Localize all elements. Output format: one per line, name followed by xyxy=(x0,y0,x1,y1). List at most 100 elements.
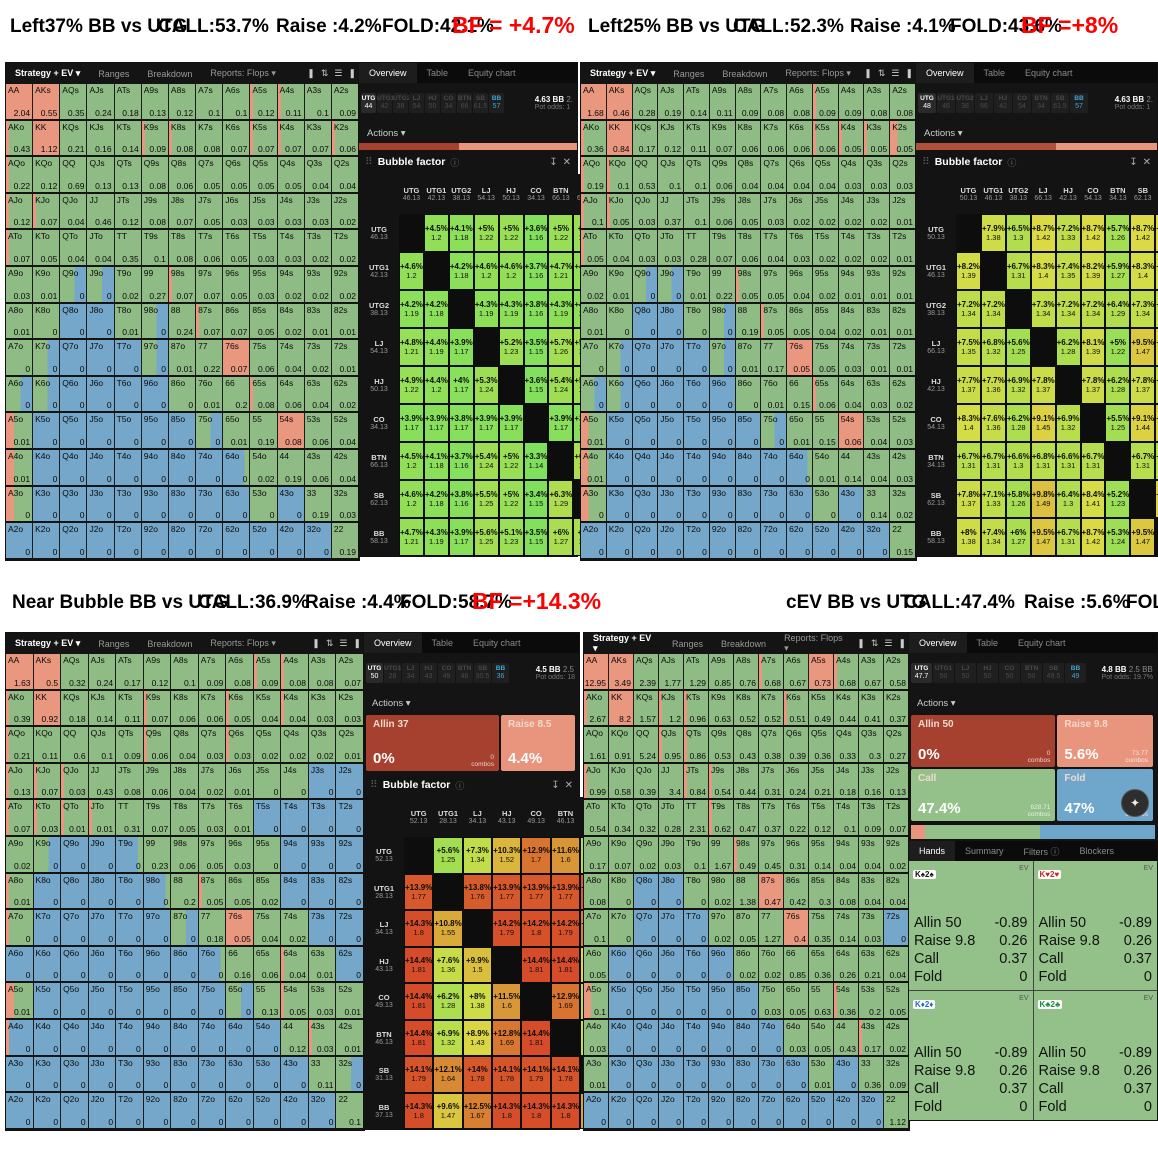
hand-cell[interactable]: 54s 0.36 xyxy=(834,983,859,1020)
hand-cell[interactable]: 32s 0.02 xyxy=(890,486,916,524)
hand-cell[interactable]: T4s 0 xyxy=(281,800,309,837)
hand-cell[interactable]: A8s 0.09 xyxy=(735,84,762,121)
hand-cell[interactable]: 74o 0 xyxy=(196,449,224,487)
hand-cell[interactable]: 92s 0.01 xyxy=(890,266,916,304)
hand-cell[interactable]: JJ 3.4 xyxy=(659,763,684,801)
hand-cell[interactable]: T8s 0.05 xyxy=(171,800,199,837)
toolbar-item[interactable]: Strategy + EV ▾ xyxy=(590,68,656,78)
hand-cell[interactable]: A4o 0.03 xyxy=(584,1019,609,1057)
hand-cell[interactable]: A2s 0.07 xyxy=(336,654,364,691)
hand-cell[interactable]: 64o 0.03 xyxy=(784,1019,809,1057)
position-chip-bb[interactable]: BB 57 xyxy=(1070,93,1088,113)
hand-cell[interactable]: 77 0.18 xyxy=(198,910,227,947)
hand-cell[interactable]: AA 1.63 xyxy=(6,654,34,691)
hand-cell[interactable]: 32s 0.03 xyxy=(331,486,359,524)
hand-cell[interactable]: Q9o 0 xyxy=(61,836,89,874)
hand-cell[interactable]: 97s 0.05 xyxy=(198,836,227,874)
hand-cell[interactable]: T6o 0 xyxy=(684,946,709,984)
hand-cell[interactable]: 85o 0 xyxy=(734,983,759,1020)
toolbar-icon[interactable]: ❚ xyxy=(307,68,315,78)
hand-cell[interactable]: 44 0.12 xyxy=(281,1019,309,1057)
hand-cell[interactable]: TT 0.28 xyxy=(684,230,710,267)
toolbar-item[interactable]: Ranges xyxy=(98,638,130,649)
hand-cell[interactable]: T7o 0 xyxy=(684,340,710,377)
hand-cell[interactable]: K8o 0 xyxy=(606,303,633,341)
hand-cell[interactable]: Q7s 0.03 xyxy=(198,727,227,764)
hand-cell[interactable]: 93s 0 xyxy=(308,836,337,874)
hand-cell[interactable]: K4o 0 xyxy=(33,1019,62,1057)
close-icon[interactable]: ✕ xyxy=(1142,156,1151,168)
hand-cell[interactable]: QQ 5.24 xyxy=(634,727,659,764)
hand-cell[interactable]: ATo 0.07 xyxy=(6,230,34,267)
hand-cell[interactable]: J5o 0 xyxy=(87,413,115,450)
hand-cell[interactable]: J9s 0.06 xyxy=(143,763,172,801)
hand-cell[interactable]: 55 0.63 xyxy=(809,983,834,1020)
hand-cell[interactable]: 76s 0.05 xyxy=(787,340,813,377)
hand-cell[interactable]: 62s 0 xyxy=(336,946,364,984)
hand-cell[interactable]: 42o 0 xyxy=(834,1093,859,1130)
hand-cell[interactable]: ATs 0.17 xyxy=(116,654,144,691)
hand-cell[interactable]: QJs 0.1 xyxy=(88,727,117,764)
position-chip-utg1[interactable]: UTG1 28 xyxy=(384,663,401,683)
hand-cell[interactable]: K2s 0.06 xyxy=(331,120,359,158)
hand-cell[interactable]: 62o 0 xyxy=(787,523,813,560)
hand-cell[interactable]: A5s 0.12 xyxy=(250,84,278,121)
hand-cell[interactable]: K3s 0.05 xyxy=(864,120,891,158)
hand-cell[interactable]: A7o 0 xyxy=(581,340,607,377)
hand-cell[interactable]: 76o 0.01 xyxy=(761,376,788,414)
hand-cell[interactable]: T8o 0 xyxy=(116,873,144,911)
position-chip-lj[interactable]: LJ 50 xyxy=(955,663,976,683)
position-chip-hj[interactable]: HJ 43 xyxy=(420,663,437,683)
hand-cell[interactable]: 96s 0.31 xyxy=(784,836,809,874)
hand-cell[interactable]: JTo 0.04 xyxy=(87,230,115,267)
hand-cell[interactable]: 72o 0 xyxy=(198,1093,227,1130)
hand-cell[interactable]: 96o 0 xyxy=(141,376,169,414)
hand-cell[interactable]: KQo 0.91 xyxy=(609,727,634,764)
hand-cell[interactable]: T2s 0.02 xyxy=(331,230,359,267)
hand-cell[interactable]: T6o 0 xyxy=(684,376,710,414)
hand-cell[interactable]: J7o 0 xyxy=(88,910,117,947)
hand-cell[interactable]: A6o 0 xyxy=(581,376,607,414)
assistant-sparkle-button[interactable]: ✦ xyxy=(1121,789,1149,817)
hand-cell[interactable]: KTs 0.11 xyxy=(116,690,144,728)
hand-cell[interactable]: 53s 0.03 xyxy=(308,983,337,1020)
hand-cell[interactable]: 72s 0.01 xyxy=(331,340,359,377)
hand-cell[interactable]: J9s 0.06 xyxy=(709,193,736,231)
hand-cell[interactable]: 74s 0.04 xyxy=(277,340,305,377)
hand-cell[interactable]: A7o 0 xyxy=(6,910,34,947)
hand-cell[interactable]: T8o 0 xyxy=(684,873,709,911)
hand-cell[interactable]: J8s 0.07 xyxy=(168,193,197,231)
hand-cell[interactable]: K5s 0.07 xyxy=(250,120,278,158)
hand-cell[interactable]: Q3o 0 xyxy=(60,486,88,524)
hand-cell[interactable]: A2o 0 xyxy=(6,523,34,560)
hand-cell[interactable]: A8o 0.01 xyxy=(581,303,607,341)
hand-cell[interactable]: 98s 0.06 xyxy=(171,836,199,874)
hand-cell[interactable]: AJs 0.24 xyxy=(88,654,117,691)
hand-cell[interactable]: J8s 0.44 xyxy=(734,763,759,801)
hand-cell[interactable]: 76s 0.4 xyxy=(784,910,809,947)
hand-cell[interactable]: 64s 0.04 xyxy=(838,376,865,414)
hand-cell[interactable]: T4o 0 xyxy=(684,449,710,487)
hand-cell[interactable]: Q5o 0 xyxy=(61,983,89,1020)
hand-cell[interactable]: QTo 0.03 xyxy=(632,230,659,267)
hand-cell[interactable]: Q5o 0 xyxy=(632,413,659,450)
info-icon[interactable]: ⓘ xyxy=(1007,157,1017,168)
hand-cell[interactable]: Q5s 0.04 xyxy=(812,157,839,194)
hand-cell[interactable]: T5o 0 xyxy=(116,983,144,1020)
hand-cell[interactable]: 72s 0.01 xyxy=(890,340,916,377)
hand-cell[interactable]: A4s 0.09 xyxy=(838,84,865,121)
hand-cell[interactable]: K9o 0.01 xyxy=(606,266,633,304)
toolbar-icon[interactable]: ❚ xyxy=(905,68,913,78)
hand-cell[interactable]: Q4s 0.33 xyxy=(834,727,859,764)
hand-cell[interactable]: 84s 0 xyxy=(281,873,309,911)
hand-cell[interactable]: 98o 0 xyxy=(141,303,169,341)
hand-cell[interactable]: QTs 0.1 xyxy=(684,157,710,194)
tab-equity-chart[interactable]: Equity chart xyxy=(473,638,521,648)
hand-cell[interactable]: T6s 0.05 xyxy=(223,230,251,267)
hand-cell[interactable]: 97s 0.07 xyxy=(196,266,224,304)
hand-cell[interactable]: J9s 0.54 xyxy=(709,763,734,801)
toolbar-icon[interactable]: ⇅ xyxy=(877,68,886,78)
hand-cell[interactable]: 86s 0.05 xyxy=(787,303,813,341)
hand-cell[interactable]: QJs 0.13 xyxy=(87,157,115,194)
hand-cell[interactable]: J7o 0 xyxy=(87,340,115,377)
